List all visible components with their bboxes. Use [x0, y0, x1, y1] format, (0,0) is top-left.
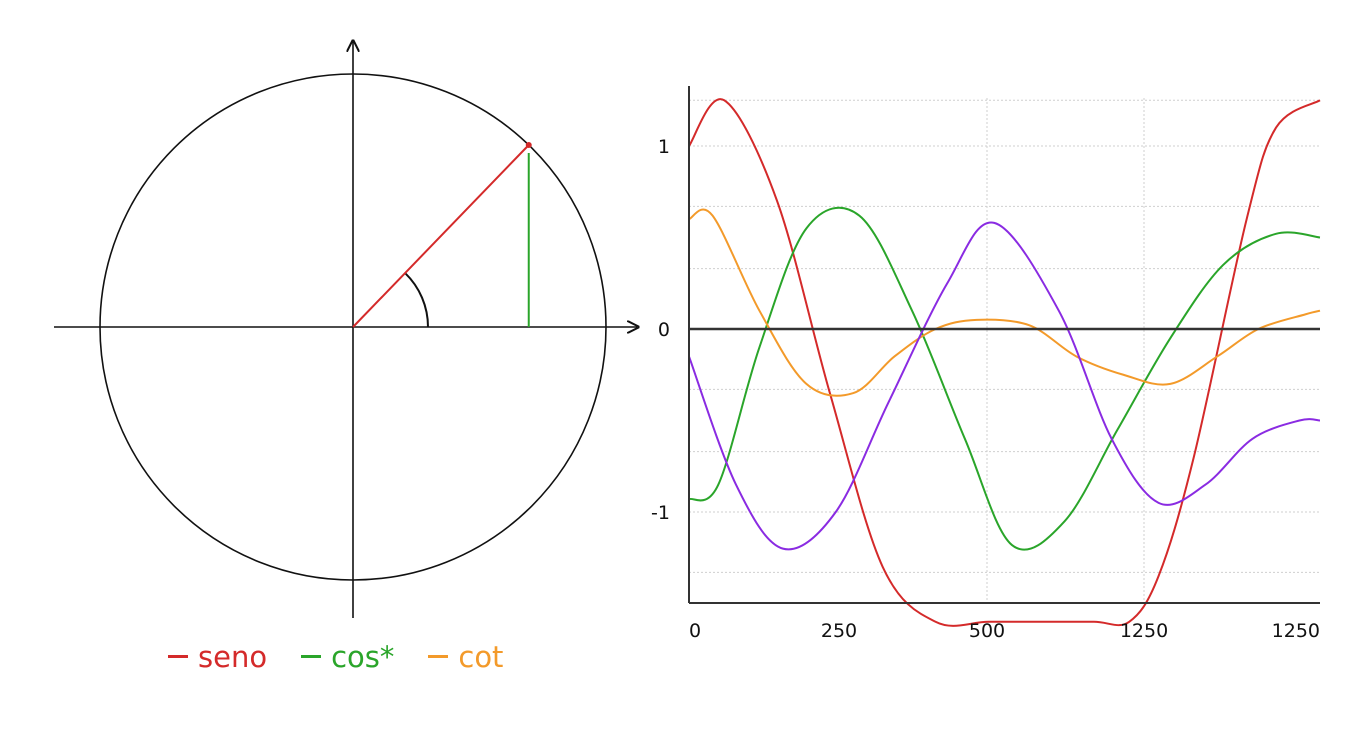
series-line-2 — [688, 206, 1321, 551]
legend-label: seno — [198, 640, 268, 674]
legend-item-seno: seno — [168, 640, 267, 674]
legend-item-cot: cot — [428, 640, 503, 674]
x-tick-label: 1250 — [1272, 620, 1320, 642]
tick-labels: 1 0 -1 0 250 500 1250 1250 — [651, 136, 1320, 642]
angle-arc — [404, 272, 429, 328]
legend-swatch — [428, 655, 449, 658]
radius-line — [352, 144, 530, 328]
legend-item-cos: cos* — [301, 640, 394, 674]
y-tick-label: 0 — [658, 319, 670, 341]
series-line-4 — [688, 221, 1321, 551]
y-tick-label: 1 — [658, 136, 670, 158]
legend-swatch — [168, 655, 188, 658]
unit-circle — [99, 73, 607, 581]
radius-endpoint — [525, 142, 532, 149]
chart-axes — [688, 86, 1320, 604]
legend-swatch — [301, 655, 322, 658]
legend-label: cos* — [331, 640, 395, 674]
legend-label: cot — [458, 640, 504, 674]
legend: seno cos* cot — [168, 640, 503, 674]
grid-lines — [689, 98, 1320, 603]
y-tick-label: -1 — [651, 502, 670, 524]
x-tick-label: 250 — [821, 620, 857, 642]
x-tick-label: 1250 — [1120, 620, 1168, 642]
x-tick-label: 500 — [969, 620, 1005, 642]
series-line-1 — [688, 98, 1321, 627]
series-line-3 — [688, 208, 1321, 397]
series-group — [688, 98, 1321, 627]
x-tick-label: 0 — [689, 620, 701, 642]
